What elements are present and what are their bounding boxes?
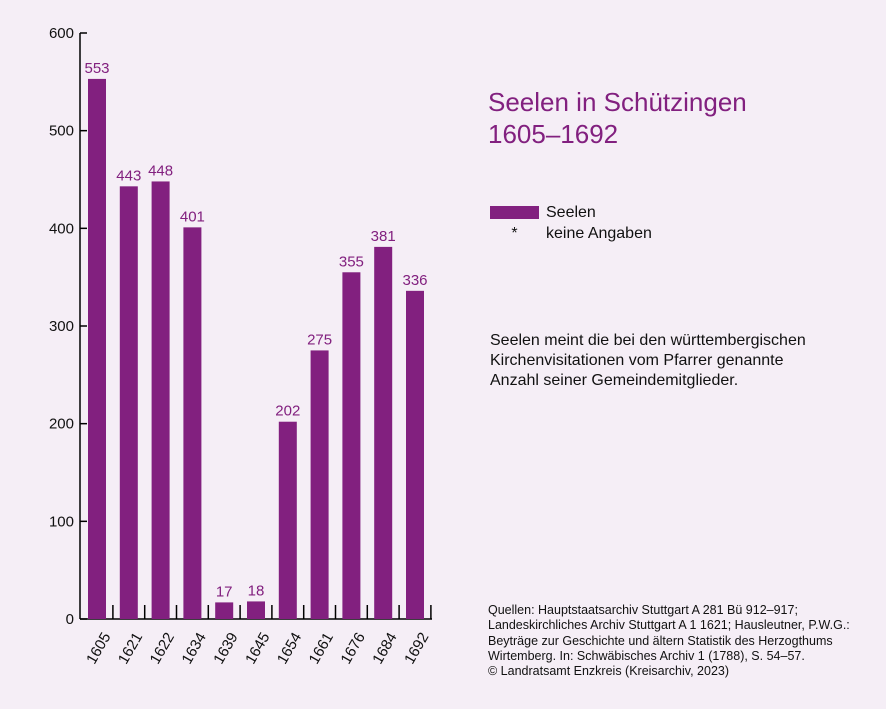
note-line-3: Anzahl seiner Gemeindemitglieder. bbox=[490, 372, 739, 389]
legend-swatch bbox=[490, 206, 539, 219]
chart-bars bbox=[88, 78, 424, 620]
legend-item-seelen: Seelen bbox=[490, 202, 652, 223]
bar bbox=[342, 272, 361, 619]
chart-legend: Seelen * keine Angaben bbox=[490, 202, 652, 244]
bar bbox=[310, 350, 329, 619]
chart-title-line-2: 1605–1692 bbox=[488, 119, 619, 149]
source-line-3: Beyträge zur Geschichte und ältern Stati… bbox=[488, 633, 833, 648]
data-label: 275 bbox=[307, 331, 332, 348]
y-tick-label: 200 bbox=[49, 416, 74, 433]
x-tick-label: 1684 bbox=[369, 630, 400, 667]
bar bbox=[247, 601, 265, 619]
y-tick-label: 0 bbox=[66, 611, 74, 628]
bar bbox=[374, 246, 393, 619]
data-label: 202 bbox=[275, 403, 300, 420]
explanation-note: Seelen meint die bei den württembergisch… bbox=[490, 331, 870, 391]
y-tick-label: 600 bbox=[49, 25, 74, 42]
x-tick-label: 1661 bbox=[306, 630, 337, 667]
source-line-4: Wirtemberg. In: Schwäbisches Archiv 1 (1… bbox=[488, 648, 805, 663]
note-line-2: Kirchenvisitationen vom Pfarrer genannte bbox=[490, 352, 784, 369]
legend-star-symbol: * bbox=[511, 224, 518, 242]
x-tick-label: 1676 bbox=[337, 630, 368, 667]
chart-title: Seelen in Schützingen 1605–1692 bbox=[488, 86, 747, 150]
bar bbox=[119, 186, 138, 619]
chart-title-line-1: Seelen in Schützingen bbox=[488, 87, 747, 117]
legend-label-seelen: Seelen bbox=[546, 203, 596, 221]
legend-label-keine-angaben: keine Angaben bbox=[546, 224, 652, 242]
data-label: 381 bbox=[371, 228, 396, 245]
y-tick-label: 400 bbox=[49, 220, 74, 237]
chart-axes: 0 100 200 300 400 500 600 bbox=[49, 25, 432, 628]
bar bbox=[151, 181, 170, 619]
bar bbox=[183, 227, 202, 619]
bar bbox=[215, 602, 234, 619]
x-tick-label: 1639 bbox=[210, 630, 241, 667]
x-tick-label: 1621 bbox=[115, 630, 146, 667]
data-label: 18 bbox=[248, 582, 265, 599]
source-line-2: Landeskirchliches Archiv Stuttgart A 1 1… bbox=[488, 618, 850, 633]
data-label: 553 bbox=[84, 60, 109, 77]
x-tick-label: 1654 bbox=[274, 630, 305, 667]
y-tick-label: 100 bbox=[49, 513, 74, 530]
x-tick-label: 1692 bbox=[401, 630, 432, 667]
data-label: 401 bbox=[180, 208, 205, 225]
data-label: 448 bbox=[148, 162, 173, 179]
x-tick-label: 1634 bbox=[178, 630, 209, 667]
bar bbox=[278, 421, 297, 619]
source-line-5: © Landratsamt Enzkreis (Kreisarchiv, 202… bbox=[488, 664, 730, 679]
x-tick-label: 1645 bbox=[242, 630, 273, 667]
bar bbox=[406, 290, 424, 619]
y-tick-label: 500 bbox=[49, 123, 74, 140]
y-tick-label: 300 bbox=[49, 318, 74, 335]
x-tick-label: 1622 bbox=[147, 630, 178, 667]
sources-text: Quellen: Hauptstaatsarchiv Stuttgart A 2… bbox=[488, 603, 878, 679]
source-line-1: Quellen: Hauptstaatsarchiv Stuttgart A 2… bbox=[488, 603, 798, 617]
note-line-1: Seelen meint die bei den württembergisch… bbox=[490, 332, 806, 349]
x-tick-label: 1605 bbox=[83, 630, 114, 667]
data-label: 336 bbox=[402, 272, 427, 289]
data-label: 443 bbox=[116, 167, 141, 184]
bar bbox=[88, 78, 106, 620]
legend-item-keine-angaben: * keine Angaben bbox=[490, 223, 652, 244]
data-label: 17 bbox=[216, 583, 233, 600]
data-label: 355 bbox=[339, 253, 364, 270]
